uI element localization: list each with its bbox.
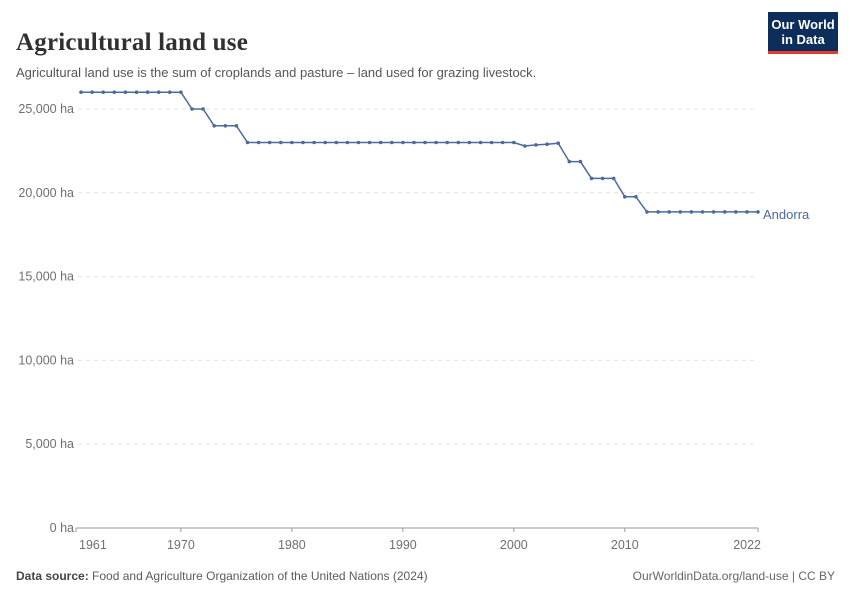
data-point	[334, 140, 339, 145]
data-point	[545, 142, 549, 146]
data-point	[112, 90, 117, 94]
data-point	[323, 140, 328, 145]
data-point	[700, 210, 705, 214]
footer-separator: |	[788, 569, 799, 583]
data-point	[223, 124, 228, 128]
data-point	[290, 140, 294, 145]
data-point	[600, 176, 605, 181]
data-point	[378, 140, 383, 145]
data-point	[123, 90, 128, 94]
data-point	[423, 140, 427, 145]
owid-logo[interactable]: Our World in Data	[768, 12, 838, 54]
data-point	[722, 210, 727, 214]
data-point	[234, 124, 239, 128]
x-axis-tick-label: 2000	[500, 538, 528, 552]
data-point	[756, 210, 760, 214]
data-point	[645, 210, 649, 214]
data-point	[345, 140, 350, 145]
data-point	[445, 140, 450, 145]
data-point	[667, 210, 671, 214]
data-point	[267, 140, 272, 145]
data-point	[623, 195, 627, 199]
owid-link[interactable]: OurWorldinData.org/land-use	[632, 569, 789, 583]
data-point	[578, 159, 583, 164]
data-point	[456, 140, 461, 145]
data-point	[134, 90, 139, 94]
data-point	[478, 140, 483, 145]
data-point	[101, 90, 105, 94]
data-point	[634, 195, 638, 199]
data-point	[245, 140, 250, 145]
data-point	[512, 140, 516, 145]
data-point	[168, 90, 172, 94]
y-axis-tick-label: 5,000 ha	[25, 437, 74, 451]
data-point	[589, 176, 594, 181]
y-axis-tick-label: 10,000 ha	[18, 353, 74, 367]
data-source: Data source: Food and Agriculture Organi…	[16, 569, 428, 583]
data-point	[434, 140, 438, 145]
data-point	[523, 144, 527, 148]
data-point	[156, 90, 161, 94]
data-point	[312, 140, 316, 145]
data-point	[179, 90, 183, 94]
data-point	[745, 210, 749, 214]
data-point	[734, 210, 738, 214]
data-point	[401, 140, 405, 145]
data-point	[190, 107, 194, 111]
data-point	[611, 176, 616, 181]
data-point	[390, 140, 394, 145]
owid-logo-line1: Our World	[771, 17, 835, 32]
data-point	[656, 210, 660, 214]
data-point	[256, 140, 261, 145]
y-axis-tick-label: 20,000 ha	[18, 186, 74, 200]
x-axis-tick-label: 1961	[79, 538, 107, 552]
data-point	[567, 159, 572, 164]
data-point	[90, 90, 94, 94]
data-source-label: Data source:	[16, 569, 89, 583]
data-point	[556, 141, 560, 145]
x-axis-tick-label: 1980	[278, 538, 306, 552]
y-axis-tick-label: 15,000 ha	[18, 270, 74, 284]
data-source-text: Food and Agriculture Organization of the…	[92, 569, 428, 583]
data-point	[489, 140, 494, 145]
chart-subtitle: Agricultural land use is the sum of crop…	[16, 65, 537, 80]
y-axis-tick-label: 0 ha	[50, 521, 74, 535]
data-point	[689, 210, 694, 214]
owid-logo-line2: in Data	[781, 32, 825, 47]
page-title: Agricultural land use	[16, 28, 248, 56]
data-point	[367, 140, 372, 145]
data-point	[301, 140, 305, 145]
data-point	[279, 140, 283, 145]
data-point	[711, 210, 716, 214]
y-axis-tick-label: 25,000 ha	[18, 102, 74, 116]
chart-footer: Data source: Food and Agriculture Organi…	[16, 569, 835, 583]
data-point	[79, 90, 83, 94]
data-point	[534, 143, 538, 147]
license-text: CC BY	[798, 569, 835, 583]
data-point	[412, 140, 416, 145]
x-axis-tick-label: 2022	[733, 538, 761, 552]
series-label-andorra: Andorra	[763, 207, 810, 222]
x-axis-tick-label: 1990	[389, 538, 417, 552]
data-point	[678, 210, 683, 214]
data-point	[201, 107, 205, 111]
x-axis-tick-label: 1970	[167, 538, 195, 552]
data-line-andorra	[80, 91, 759, 213]
data-point	[467, 140, 472, 145]
data-point	[500, 140, 505, 145]
footer-right: OurWorldinData.org/land-use | CC BY	[633, 569, 835, 583]
data-point	[145, 90, 150, 94]
data-point	[356, 140, 361, 145]
x-axis-tick-label: 2010	[611, 538, 639, 552]
data-point	[212, 124, 216, 128]
